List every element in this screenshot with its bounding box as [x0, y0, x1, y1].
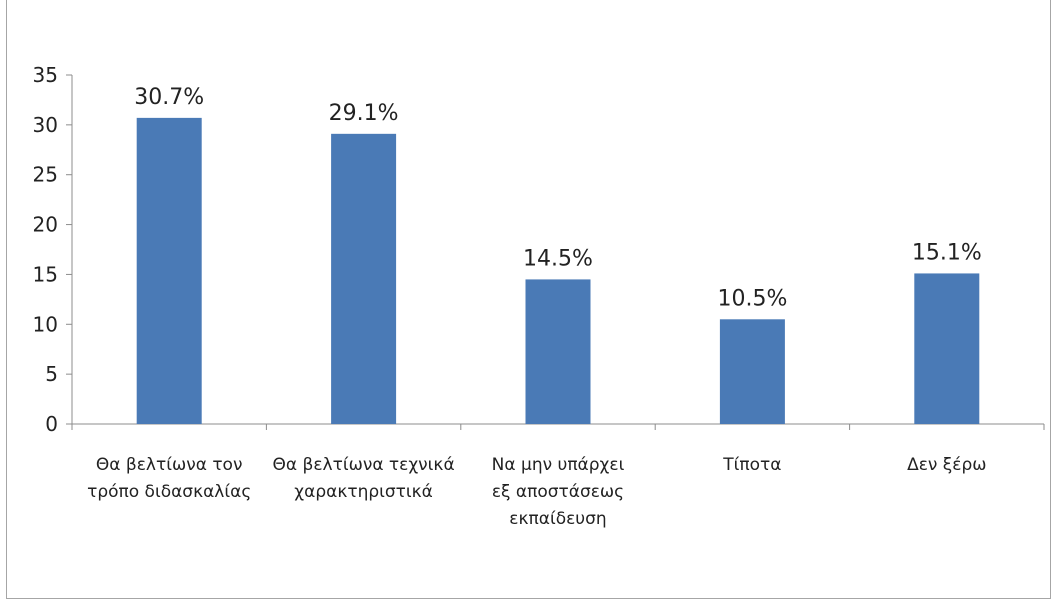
category-label: Θα βελτίωνα τεχνικά	[273, 455, 455, 475]
y-tick-label: 25	[33, 163, 58, 187]
bar	[914, 273, 980, 424]
category-label: Θα βελτίωνα τον	[96, 455, 243, 475]
y-tick-label: 15	[33, 262, 58, 286]
category-label: Τίποτα	[722, 455, 781, 475]
category-label: Να μην υπάρχει	[492, 455, 625, 475]
y-tick-label: 10	[33, 312, 58, 336]
data-label: 29.1%	[329, 101, 399, 126]
data-label: 15.1%	[912, 240, 982, 265]
chart-frame	[6, 0, 1051, 599]
data-label: 30.7%	[134, 85, 204, 110]
category-label: Δεν ξέρω	[907, 455, 986, 475]
category-label: εκπαίδευση	[509, 509, 606, 529]
category-label: χαρακτηριστικά	[294, 482, 433, 502]
bar	[331, 133, 397, 424]
y-tick-label: 5	[45, 362, 58, 386]
bar	[525, 279, 591, 424]
y-tick-label: 30	[33, 113, 58, 137]
bar	[719, 319, 785, 424]
category-label: τρόπο διδασκαλίας	[87, 482, 251, 502]
category-label: εξ αποστάσεως	[492, 482, 624, 502]
y-tick-label: 35	[33, 63, 58, 87]
data-label: 10.5%	[717, 286, 787, 311]
data-label: 14.5%	[523, 246, 593, 271]
y-tick-label: 0	[45, 412, 58, 436]
bar	[136, 117, 202, 425]
y-tick-label: 20	[33, 213, 58, 237]
